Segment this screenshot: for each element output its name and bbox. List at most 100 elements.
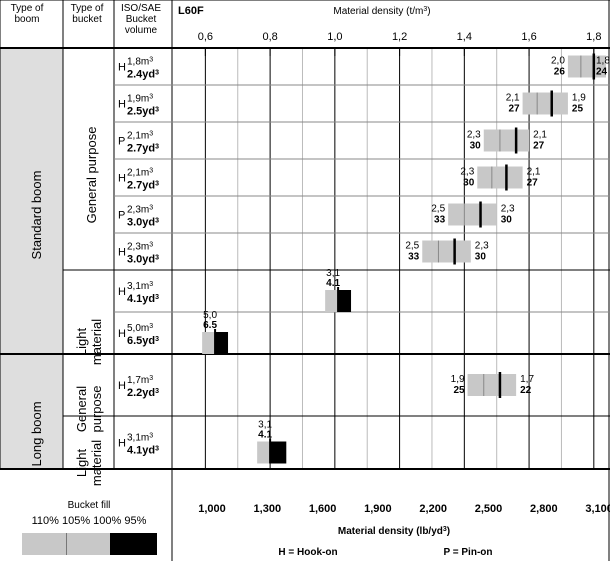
bottom-tick-label: 1,900: [364, 503, 392, 515]
bottom-axis-title: Material density (lb/yd3): [338, 526, 450, 538]
bucket-col-header-line2: bucket: [72, 14, 102, 25]
bucket-type-letter: P: [118, 210, 125, 222]
bucket-volume-imperial: 6.5yd3: [127, 335, 159, 347]
top-axis-title: Material density (t/m3): [333, 6, 430, 18]
bar-right-metric: 2,3: [475, 241, 489, 252]
bar-left-metric: 2,3: [460, 167, 474, 178]
bar-overfill-right: [593, 55, 606, 78]
boom-col-header-line2: boom: [14, 14, 39, 25]
bar-label-imperial: 4.1: [326, 278, 340, 289]
top-tick-label: 1,8: [586, 31, 601, 43]
bar-right-imperial: 30: [475, 252, 487, 263]
bar-right-imperial: 22: [520, 385, 532, 396]
bucket-type-letter: H: [118, 286, 126, 298]
bucket-volume-metric: 1,7m3: [127, 375, 153, 387]
bucket-fill-title: Bucket fill: [68, 500, 111, 511]
long-boom-shade: [0, 354, 63, 469]
bar-left-imperial: 27: [508, 104, 520, 115]
bucket-volume-imperial: 4.1yd3: [127, 445, 159, 457]
chart-bars: [202, 53, 606, 464]
volume-col-header-line2: Bucket: [126, 14, 157, 25]
bar-left-metric: 1,9: [451, 374, 465, 385]
bucket-volume-metric: 1,9m3: [127, 93, 153, 105]
bar-overfill-right: [516, 129, 530, 152]
bucket-volume-metric: 2,1m3: [127, 130, 153, 142]
bucket-fill-labels: 110% 105% 100% 95%: [32, 515, 147, 527]
bucket-volume-metric: 3,1m3: [127, 432, 153, 444]
bucket-label-gp-standard: General purpose: [84, 127, 99, 224]
bottom-tick-label: 1,300: [254, 503, 282, 515]
bar-left-imperial: 33: [434, 215, 446, 226]
bar-right-metric: 1,7: [520, 374, 534, 385]
bucket-label-light-long-1: Light: [74, 449, 89, 478]
bar-left-metric: 2,0: [551, 56, 565, 67]
bucket-volume-metric: 1,8m3: [127, 56, 153, 68]
bar-right-metric: 1,9: [572, 93, 586, 104]
bar-overfill: [257, 441, 271, 464]
bar-label-imperial: 6.5: [203, 320, 217, 331]
bottom-tick-label: 1,600: [309, 503, 337, 515]
fill-divider: [66, 533, 67, 555]
bottom-tick-label: 3,100: [585, 503, 610, 515]
bucket-type-letter: P: [118, 136, 125, 148]
bar-right-metric: 2,1: [533, 130, 547, 141]
bar-left-imperial: 25: [453, 385, 465, 396]
boom-label-standard: Standard boom: [29, 171, 44, 260]
bucket-volume-metric: 5,0m3: [127, 323, 153, 335]
bar-overfill-right: [506, 166, 523, 189]
bar-right-imperial: 24: [596, 67, 608, 78]
bucket-volume-imperial: 2.7yd3: [127, 180, 159, 192]
bar-label-imperial: 4.1: [258, 430, 272, 441]
bar-left-metric: 2,1: [506, 93, 520, 104]
bar-left-imperial: 30: [463, 178, 475, 189]
chart-labels: 0,6 0,8 1,0 1,2 1,4 1,6 1,8H 1,8m32.4yd32,0261,…: [118, 31, 610, 515]
bar-right-imperial: 27: [533, 141, 545, 152]
bar-right-metric: 1,8: [596, 56, 610, 67]
boom-label-long: Long boom: [29, 401, 44, 466]
bucket-fill-swatch: [22, 533, 157, 555]
bucket-volume-metric: 3,1m3: [127, 281, 153, 293]
bottom-tick-label: 1,000: [198, 503, 226, 515]
bar-left-metric: 2,3: [467, 130, 481, 141]
bucket-type-letter: H: [118, 380, 126, 392]
top-tick-label: 0,6: [198, 31, 213, 43]
bar-left-imperial: 26: [554, 67, 566, 78]
boom-col-header-line1: Type of: [11, 3, 44, 14]
bar-right-metric: 2,1: [527, 167, 541, 178]
bucket-type-letter: H: [118, 62, 126, 74]
fill-underfill-segment: [110, 533, 157, 555]
header-band: [0, 0, 610, 48]
bucket-volume-metric: 2,1m3: [127, 167, 153, 179]
bottom-tick-label: 2,800: [530, 503, 558, 515]
bucket-volume-imperial: 2.2yd3: [127, 387, 159, 399]
bucket-label-light-standard-2: material: [89, 319, 104, 365]
bucket-volume-metric: 2,3m3: [127, 204, 153, 216]
bar-label-metric: 3,1: [326, 268, 340, 279]
bucket-label-light-long-2: material: [89, 440, 104, 486]
hook-on-note: H = Hook-on: [278, 547, 337, 558]
bar-overfill-right: [551, 92, 568, 115]
bucket-volume-imperial: 2.4yd3: [127, 69, 159, 81]
model-label: L60F: [178, 5, 204, 17]
bar-right-imperial: 30: [501, 215, 513, 226]
bar-overfill-right: [499, 374, 517, 396]
bucket-label-light-standard-1: Light: [74, 328, 89, 357]
top-tick-label: 1,6: [521, 31, 536, 43]
bar-overfill-right: [480, 203, 497, 226]
bar-right-imperial: 25: [572, 104, 584, 115]
bucket-col-header-line1: Type of: [71, 3, 104, 14]
bar-overfill: [325, 290, 339, 312]
top-tick-label: 1,2: [392, 31, 407, 43]
bucket-volume-imperial: 2.5yd3: [127, 106, 159, 118]
bucket-volume-imperial: 3.0yd3: [127, 254, 159, 266]
bottom-tick-label: 2,200: [419, 503, 447, 515]
bucket-volume-metric: 2,3m3: [127, 241, 153, 253]
bucket-type-letter: H: [118, 173, 126, 185]
bucket-volume-imperial: 3.0yd3: [127, 217, 159, 229]
pin-on-note: P = Pin-on: [444, 547, 493, 558]
bar-label-metric: 3,1: [258, 420, 272, 431]
bar-underfill: [215, 332, 229, 354]
top-tick-label: 1,4: [457, 31, 472, 43]
